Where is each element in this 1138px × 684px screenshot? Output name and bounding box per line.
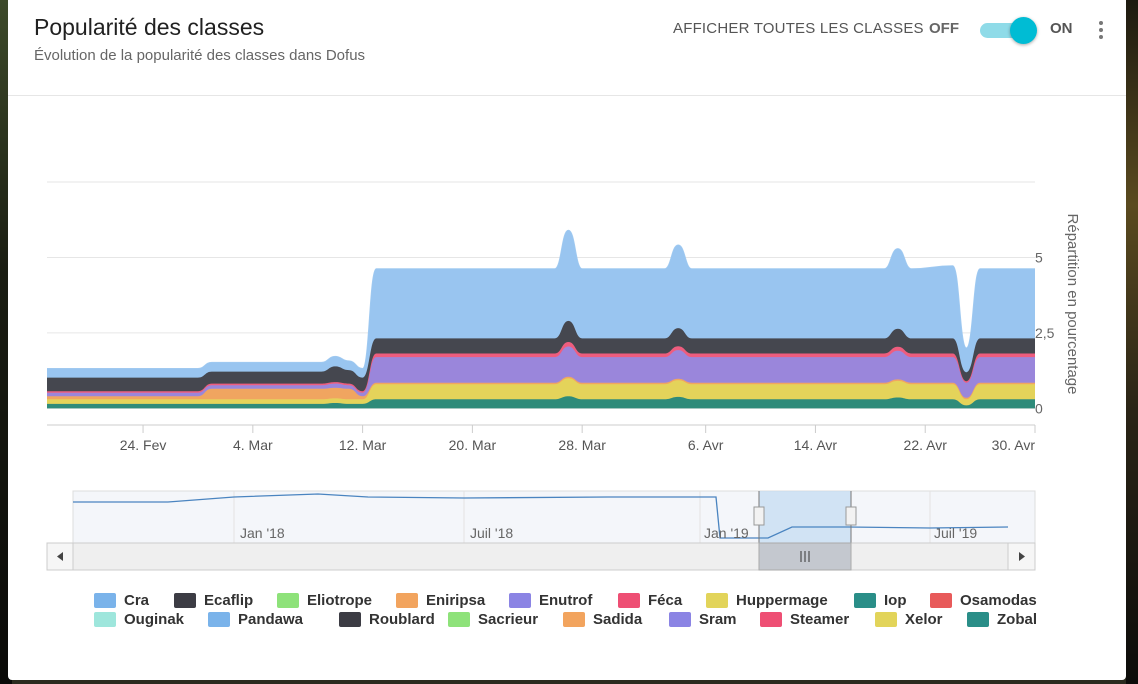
x-tick-label: 4. Mar — [233, 437, 273, 453]
legend-label: Iop — [884, 592, 907, 609]
legend-swatch — [509, 593, 531, 608]
page-title: Popularité des classes — [34, 14, 265, 40]
legend-label: Steamer — [790, 611, 850, 628]
legend-swatch — [94, 593, 116, 608]
y-axis-title: Répartition en pourcentage — [1064, 214, 1081, 395]
legend-label: Xelor — [905, 611, 943, 628]
navigator-tick: Jan '19 — [704, 525, 749, 541]
area-series-enutrof[interactable] — [47, 346, 1035, 398]
legend-swatch — [669, 612, 691, 627]
x-tick-label: 12. Mar — [339, 437, 387, 453]
arrow-left-icon — [57, 552, 63, 561]
legend-swatch — [448, 612, 470, 627]
navigator-background — [72, 490, 1036, 544]
legend-swatch — [706, 593, 728, 608]
chart-svg: 02,55 24. Fev 4. Mar 12. Mar 20. Mar 28. Mar… — [46, 181, 1081, 571]
navigator-left-handle[interactable] — [753, 506, 765, 526]
navigator-selection[interactable] — [759, 491, 851, 543]
legend-label: Roublard — [369, 611, 435, 628]
legend-label: Sadida — [593, 611, 643, 628]
background-right-edge — [1126, 0, 1138, 684]
legend-row: Ouginak Pandawa Roublard Sacrieur Sadida Sram… — [94, 611, 1054, 630]
legend-swatch — [396, 593, 418, 608]
y-axis-ticks: 02,55 — [1035, 249, 1055, 416]
card-header: Popularité des classes Évolution de la p… — [8, 0, 1126, 96]
legend-swatch — [277, 593, 299, 608]
chart-legend: Cra Ecaflip Eliotrope Eniripsa Enutrof Féca Hu… — [94, 592, 1054, 630]
toggle-off-label: OFF — [929, 20, 959, 37]
legend-label: Huppermage — [736, 592, 828, 609]
navigator-right-handle[interactable] — [845, 506, 857, 526]
area-series-cra[interactable] — [47, 230, 1035, 378]
navigator[interactable]: Jan '18 Juil '18 Jan '19 Juil '19 — [72, 490, 1036, 544]
legend-swatch — [875, 612, 897, 627]
series-line-cra — [46, 229, 1035, 370]
navigator-tick: Juil '18 — [470, 525, 513, 541]
navigator-series-line — [73, 493, 1009, 539]
legend-swatch — [563, 612, 585, 627]
area-series-eniripsa[interactable] — [47, 376, 1035, 400]
y-tick-label: 0 — [1035, 400, 1043, 416]
legend-label: Féca — [648, 592, 683, 609]
legend-swatch — [618, 593, 640, 608]
legend-label: Ecaflip — [204, 592, 254, 609]
chart-scrollbar[interactable] — [46, 542, 1036, 571]
legend-label: Cra — [124, 592, 150, 609]
legend-label: Enutrof — [539, 592, 593, 609]
x-tick-label: 30. Avr — [992, 437, 1036, 453]
legend-label: Osamodas — [960, 592, 1037, 609]
legend-row: Cra Ecaflip Eliotrope Eniripsa Enutrof Féca Hu… — [94, 592, 1054, 611]
area-series-féca[interactable] — [47, 342, 1035, 393]
legend-swatch — [930, 593, 952, 608]
legend-label: Sacrieur — [478, 611, 539, 628]
legend-swatch — [208, 612, 230, 627]
area-series-huppermage[interactable] — [47, 378, 1035, 406]
y-tick-label: 2,5 — [1035, 325, 1055, 341]
show-all-classes-toggle[interactable] — [978, 17, 1038, 44]
more-options-icon[interactable] — [1094, 18, 1108, 42]
legend-swatch — [339, 612, 361, 627]
legend-swatch — [94, 612, 116, 627]
toggle-knob[interactable] — [1010, 17, 1037, 44]
x-tick-label: 24. Fev — [120, 437, 167, 453]
x-tick-label: 20. Mar — [449, 437, 497, 453]
x-tick-label: 22. Avr — [904, 437, 948, 453]
legend-label: Zobal — [997, 611, 1037, 628]
legend-label: Eniripsa — [426, 592, 486, 609]
arrow-right-icon — [1019, 552, 1025, 561]
legend-swatch — [174, 593, 196, 608]
legend-swatch — [760, 612, 782, 627]
stacked-areas — [46, 229, 1035, 409]
show-all-classes-label: AFFICHER TOUTES LES CLASSES — [673, 20, 924, 37]
scrollbar-track[interactable] — [46, 542, 1036, 571]
navigator-tick: Jan '18 — [240, 525, 285, 541]
legend-label: Pandawa — [238, 611, 304, 628]
legend-label: Sram — [699, 611, 737, 628]
x-tick-label: 6. Avr — [688, 437, 724, 453]
y-tick-label: 5 — [1035, 249, 1043, 265]
chart-card: Popularité des classes Évolution de la p… — [8, 0, 1126, 680]
page-subtitle: Évolution de la popularité des classes d… — [34, 47, 366, 64]
navigator-tick: Juil '19 — [934, 525, 977, 541]
x-tick-label: 28. Mar — [558, 437, 606, 453]
legend-swatch — [854, 593, 876, 608]
legend-label: Eliotrope — [307, 592, 373, 609]
x-axis-ticks: 24. Fev 4. Mar 12. Mar 20. Mar 28. Mar 6. Avr… — [47, 424, 1036, 453]
toggle-on-label: ON — [1050, 20, 1073, 37]
x-tick-label: 14. Avr — [794, 437, 838, 453]
legend-swatch — [967, 612, 989, 627]
legend-label: Ouginak — [124, 611, 185, 628]
